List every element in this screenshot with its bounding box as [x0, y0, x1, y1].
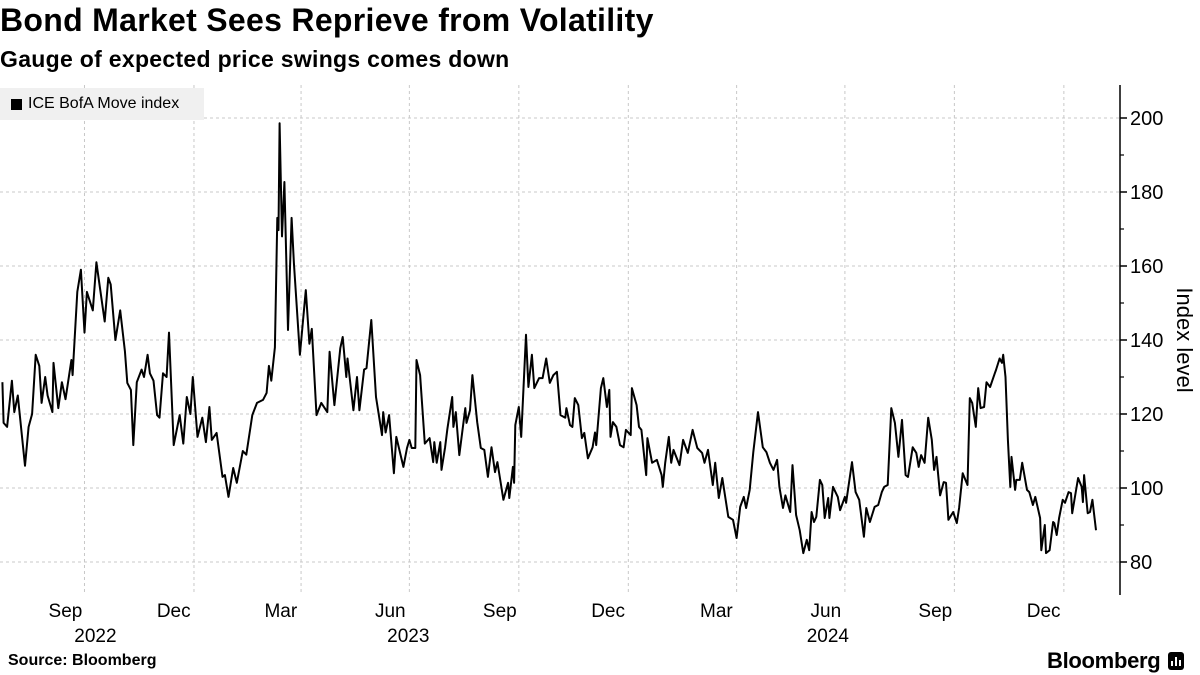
- legend-swatch: [11, 98, 22, 110]
- bloomberg-chart-icon: [1168, 652, 1185, 670]
- x-tick-label: Dec: [591, 601, 625, 622]
- y-tick-label: 140: [1130, 330, 1163, 352]
- y-tick-label: 120: [1130, 404, 1163, 426]
- brand-wordmark: Bloomberg: [1047, 648, 1161, 673]
- source-note: Source: Bloomberg: [8, 652, 157, 669]
- chart-subtitle: Gauge of expected price swings comes dow…: [0, 46, 510, 72]
- y-tick-label: 180: [1130, 182, 1163, 204]
- y-tick-label: 80: [1130, 552, 1152, 574]
- bloomberg-logo: Bloomberg: [1047, 648, 1185, 674]
- x-tick-label: Mar: [700, 601, 733, 622]
- y-axis: 80 100 120 140 160 180 200: [1119, 85, 1163, 595]
- series-line-move-index: [1, 122, 1097, 555]
- chart-title: Bond Market Sees Reprieve from Volatilit…: [0, 2, 654, 38]
- x-year-label: 2023: [387, 626, 429, 647]
- y-axis-label: Index level: [1172, 287, 1197, 392]
- y-tick-label: 200: [1130, 108, 1163, 130]
- x-tick-label: Jun: [811, 601, 842, 622]
- series-lines: [1, 122, 1097, 555]
- x-tick-label: Sep: [918, 601, 952, 622]
- x-tick-label: Dec: [1027, 601, 1061, 622]
- x-year-label: 2024: [807, 626, 850, 647]
- x-tick-label: Sep: [483, 601, 517, 622]
- x-tick-label: Mar: [264, 601, 297, 622]
- legend-label: ICE BofA Move index: [28, 95, 180, 112]
- x-tick-label: Sep: [49, 601, 83, 622]
- legend: ICE BofA Move index: [0, 88, 204, 120]
- x-tick-label: Jun: [375, 601, 406, 622]
- y-tick-label: 160: [1130, 256, 1163, 278]
- x-axis: Sep Dec Mar Jun Sep Dec Mar Jun Sep Dec 2022 2023 20…: [49, 601, 1061, 647]
- x-tick-label: Dec: [157, 601, 191, 622]
- x-year-label: 2022: [74, 626, 116, 647]
- y-tick-label: 100: [1130, 478, 1163, 500]
